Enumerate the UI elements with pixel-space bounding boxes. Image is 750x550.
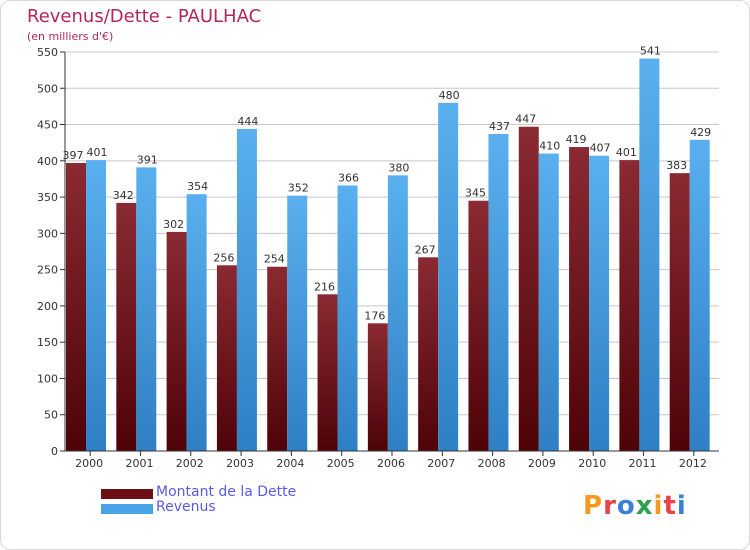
data-label-revenus: 410: [539, 140, 560, 153]
data-label-dette: 447: [515, 113, 536, 126]
logo-letter: o: [616, 491, 636, 521]
x-tick-label: 2001: [125, 457, 153, 470]
data-label-dette: 401: [616, 146, 637, 159]
data-label-dette: 342: [113, 189, 134, 202]
data-label-dette: 267: [415, 243, 436, 256]
bar-dette: [669, 173, 690, 451]
x-tick-label: 2008: [478, 457, 506, 470]
x-tick-label: 2011: [629, 457, 657, 470]
legend-swatch-dette: [101, 489, 153, 499]
bar-revenus: [186, 194, 207, 451]
bar-dette: [468, 200, 489, 451]
bar-revenus: [86, 160, 106, 452]
y-tick-label: 550: [37, 46, 58, 59]
x-tick-label: 2003: [226, 457, 254, 470]
bar-dette: [418, 257, 439, 451]
proxiti-logo: Proxiti: [583, 491, 687, 521]
y-tick-label: 250: [37, 264, 58, 277]
logo-letter: t: [663, 491, 677, 521]
x-tick-label: 2006: [377, 457, 405, 470]
bar-dette: [267, 266, 288, 451]
bar-revenus: [337, 185, 358, 451]
x-tick-label: 2005: [327, 457, 355, 470]
data-label-dette: 216: [314, 280, 335, 293]
data-label-revenus: 391: [137, 153, 158, 166]
y-tick-label: 300: [37, 227, 58, 240]
logo-letter: i: [676, 491, 687, 521]
data-label-dette: 397: [63, 149, 84, 162]
x-tick-label: 2010: [578, 457, 606, 470]
x-tick-label: 2004: [276, 457, 304, 470]
bar-revenus: [236, 128, 257, 451]
bar-dette: [569, 147, 590, 451]
legend-label-dette: Montant de la Dette: [156, 484, 297, 500]
data-label-revenus: 429: [690, 126, 711, 139]
bars: [66, 58, 710, 452]
data-label-revenus: 437: [489, 120, 510, 133]
x-tick-label: 2002: [176, 457, 204, 470]
data-label-dette: 254: [264, 253, 285, 266]
bar-revenus: [438, 102, 459, 452]
y-tick-label: 0: [51, 445, 58, 458]
bar-revenus: [287, 195, 308, 451]
logo-letter: i: [653, 491, 664, 521]
bar-dette: [116, 202, 137, 451]
bar-revenus: [538, 153, 559, 451]
data-label-revenus: 401: [87, 146, 108, 159]
data-label-revenus: 480: [439, 89, 460, 102]
bar-dette: [518, 126, 539, 452]
y-axis-ticks: 0 50 100 150 200 250 300 350 400 450 500 550: [37, 46, 65, 458]
y-tick-label: 50: [44, 409, 58, 422]
x-tick-label: 2012: [679, 457, 707, 470]
axes: [64, 52, 719, 452]
x-axis-ticks: 2000 2001 2002 2003 2004 2005 2006 2007 2008 2009…: [75, 451, 707, 470]
x-tick-label: 2009: [528, 457, 556, 470]
data-label-revenus: 352: [288, 182, 309, 195]
bar-dette: [619, 160, 640, 452]
x-tick-label: 2000: [75, 457, 103, 470]
data-label-revenus: 444: [237, 115, 258, 128]
legend-label-revenus: Revenus: [156, 499, 216, 515]
logo-letter: x: [635, 491, 654, 521]
y-tick-label: 450: [37, 119, 58, 132]
bar-revenus: [136, 167, 157, 451]
bar-revenus: [589, 155, 610, 452]
chart-title: Revenus/Dette - PAULHAC: [27, 6, 262, 27]
data-label-dette: 176: [364, 309, 385, 322]
bar-revenus: [639, 58, 660, 452]
data-label-revenus: 380: [388, 161, 409, 174]
logo-letter: r: [603, 491, 617, 521]
data-label-revenus: 354: [187, 180, 208, 193]
data-label-dette: 419: [566, 133, 587, 146]
y-tick-label: 200: [37, 300, 58, 313]
bar-revenus: [488, 133, 509, 451]
logo-letter: P: [583, 491, 604, 521]
legend-swatch-revenus: [101, 504, 153, 514]
bar-dette: [66, 162, 86, 451]
data-label-dette: 302: [163, 218, 184, 231]
bar-revenus: [689, 139, 710, 451]
y-tick-label: 100: [37, 372, 58, 385]
bar-dette: [367, 323, 388, 451]
y-tick-label: 400: [37, 155, 58, 168]
y-tick-label: 150: [37, 336, 58, 349]
data-label-dette: 256: [213, 251, 234, 264]
data-label-dette: 345: [465, 187, 486, 200]
value-labels: 397 4013423913023542564442543522163661763…: [63, 45, 712, 323]
data-label-revenus: 407: [590, 142, 611, 155]
bar-dette: [166, 231, 187, 451]
y-tick-label: 350: [37, 191, 58, 204]
data-label-revenus: 541: [640, 45, 661, 58]
x-tick-label: 2007: [427, 457, 455, 470]
y-tick-label: 500: [37, 82, 58, 95]
chart-subtitle: (en milliers d'€): [27, 30, 114, 43]
bar-dette: [317, 294, 338, 451]
bar-revenus: [387, 175, 408, 451]
data-label-dette: 383: [666, 159, 687, 172]
data-label-revenus: 366: [338, 171, 359, 184]
bar-dette: [216, 265, 237, 451]
